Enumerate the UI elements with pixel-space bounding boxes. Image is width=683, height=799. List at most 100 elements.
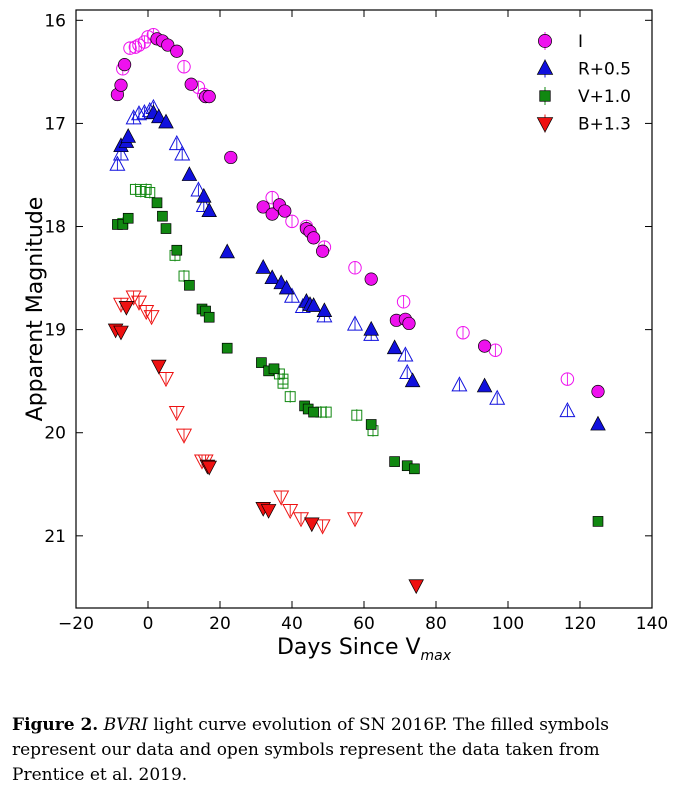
filled-point-i (256, 200, 270, 214)
caption-label: Figure 2. (12, 715, 99, 735)
light-curve-chart: −20 0 20 40 60 80 100 120 140 16 17 18 19 20 21 I R+0.5… (23, 9, 668, 664)
filled-point-r05 (363, 320, 379, 336)
x-tick-label: −20 (58, 614, 94, 634)
filled-point-b13 (201, 460, 217, 476)
caption-italic-bands: BVRI (103, 715, 148, 735)
filled-point-r05 (151, 108, 167, 124)
filled-point-b13 (408, 579, 424, 595)
filled-point-r05 (201, 202, 217, 218)
open-point-b13 (130, 295, 148, 311)
filled-point-v10 (117, 219, 129, 230)
open-point-r05 (397, 346, 414, 362)
filled-point-i (265, 207, 279, 221)
x-tick-label: 60 (353, 614, 375, 634)
filled-point-v10 (184, 279, 195, 291)
filled-point-r05 (264, 269, 280, 285)
filled-point-v10 (365, 419, 377, 430)
legend-label: V+1.0 (578, 87, 631, 107)
x-axis-label: Days Since Vmax (277, 635, 452, 664)
filled-point-i (307, 231, 321, 245)
filled-point-r05 (120, 128, 136, 143)
axis-ticks: −20 0 20 40 60 80 100 120 140 16 17 18 19 20 21 (44, 10, 668, 634)
filled-point-i (364, 272, 378, 286)
legend: I R+0.5 V+1.0 B+1.3 (536, 32, 631, 135)
filled-point-v10 (171, 244, 183, 256)
filled-point-v10 (203, 311, 215, 323)
filled-point-i (316, 244, 330, 258)
open-point-r05 (399, 363, 416, 380)
open-point-r05 (174, 145, 191, 161)
open-point-i (123, 41, 137, 55)
open-point-r05 (451, 376, 468, 392)
caption-text: light curve evolution of SN 2016P. The f… (12, 715, 610, 785)
filled-point-v10 (157, 210, 168, 222)
filled-point-i (402, 316, 416, 331)
legend-label: I (578, 32, 583, 52)
y-tick-label: 21 (44, 527, 66, 547)
filled-point-i (114, 78, 128, 92)
open-point-v10 (320, 406, 332, 418)
filled-point-r05 (219, 243, 235, 259)
open-point-r05 (136, 104, 153, 120)
open-point-i (265, 190, 279, 205)
filled-point-v10 (221, 342, 233, 354)
filled-point-i (118, 58, 132, 72)
filled-point-r05 (278, 279, 295, 295)
open-point-i (456, 325, 470, 340)
open-point-v10 (144, 187, 156, 198)
x-tick-label: 100 (492, 614, 524, 634)
y-tick-label: 19 (44, 321, 66, 341)
open-point-b13 (143, 310, 160, 326)
filled-point-r05 (316, 302, 333, 318)
open-point-v10 (284, 391, 296, 403)
open-point-v10 (351, 409, 363, 421)
open-point-r05 (559, 402, 576, 418)
filled-point-i (170, 44, 184, 58)
filled-point-r05 (158, 113, 174, 129)
filled-point-v10 (256, 357, 267, 368)
x-tick-label: 0 (143, 614, 154, 634)
open-point-b13 (282, 503, 299, 520)
y-tick-label: 20 (44, 424, 66, 444)
y-tick-label: 17 (44, 114, 66, 134)
open-point-b13 (125, 290, 142, 306)
legend-marker (536, 59, 554, 75)
open-point-r05 (168, 134, 185, 151)
open-symbol-marks (109, 28, 576, 535)
filled-point-v10 (122, 212, 134, 224)
open-point-r05 (195, 196, 212, 212)
filled-point-i (478, 339, 492, 353)
open-point-r05 (125, 109, 142, 125)
open-point-i (177, 59, 191, 74)
y-tick-label: 16 (44, 11, 66, 31)
y-tick-label: 18 (44, 218, 66, 238)
filled-point-b13 (304, 517, 320, 533)
open-point-r05 (489, 389, 506, 405)
x-tick-label: 40 (281, 614, 303, 634)
open-point-i (560, 372, 575, 386)
open-point-i (348, 261, 362, 275)
open-point-r05 (109, 155, 126, 171)
open-point-b13 (175, 428, 193, 444)
y-axis-label: Apparent Magnitude (23, 197, 48, 422)
open-point-r05 (283, 287, 301, 303)
open-point-b13 (168, 406, 185, 422)
open-point-v10 (277, 377, 289, 389)
plot-area-frame (75, 9, 653, 609)
x-axis-label-subscript: max (421, 648, 452, 664)
filled-point-r05 (196, 187, 212, 203)
open-point-r05 (190, 181, 207, 197)
filled-point-i (161, 38, 175, 52)
filled-point-v10 (268, 363, 280, 375)
filled-point-v10 (151, 197, 163, 209)
filled-point-r05 (404, 372, 421, 388)
x-tick-label: 80 (425, 614, 447, 634)
open-point-i (285, 214, 299, 229)
x-axis-label-main: Days Since V (277, 635, 421, 660)
filled-point-v10 (308, 406, 319, 418)
figure-caption: Figure 2. BVRI light curve evolution of … (12, 713, 672, 788)
filled-point-i (224, 150, 238, 165)
open-point-i (396, 295, 411, 309)
filled-point-r05 (476, 377, 493, 393)
filled-point-v10 (592, 516, 604, 527)
